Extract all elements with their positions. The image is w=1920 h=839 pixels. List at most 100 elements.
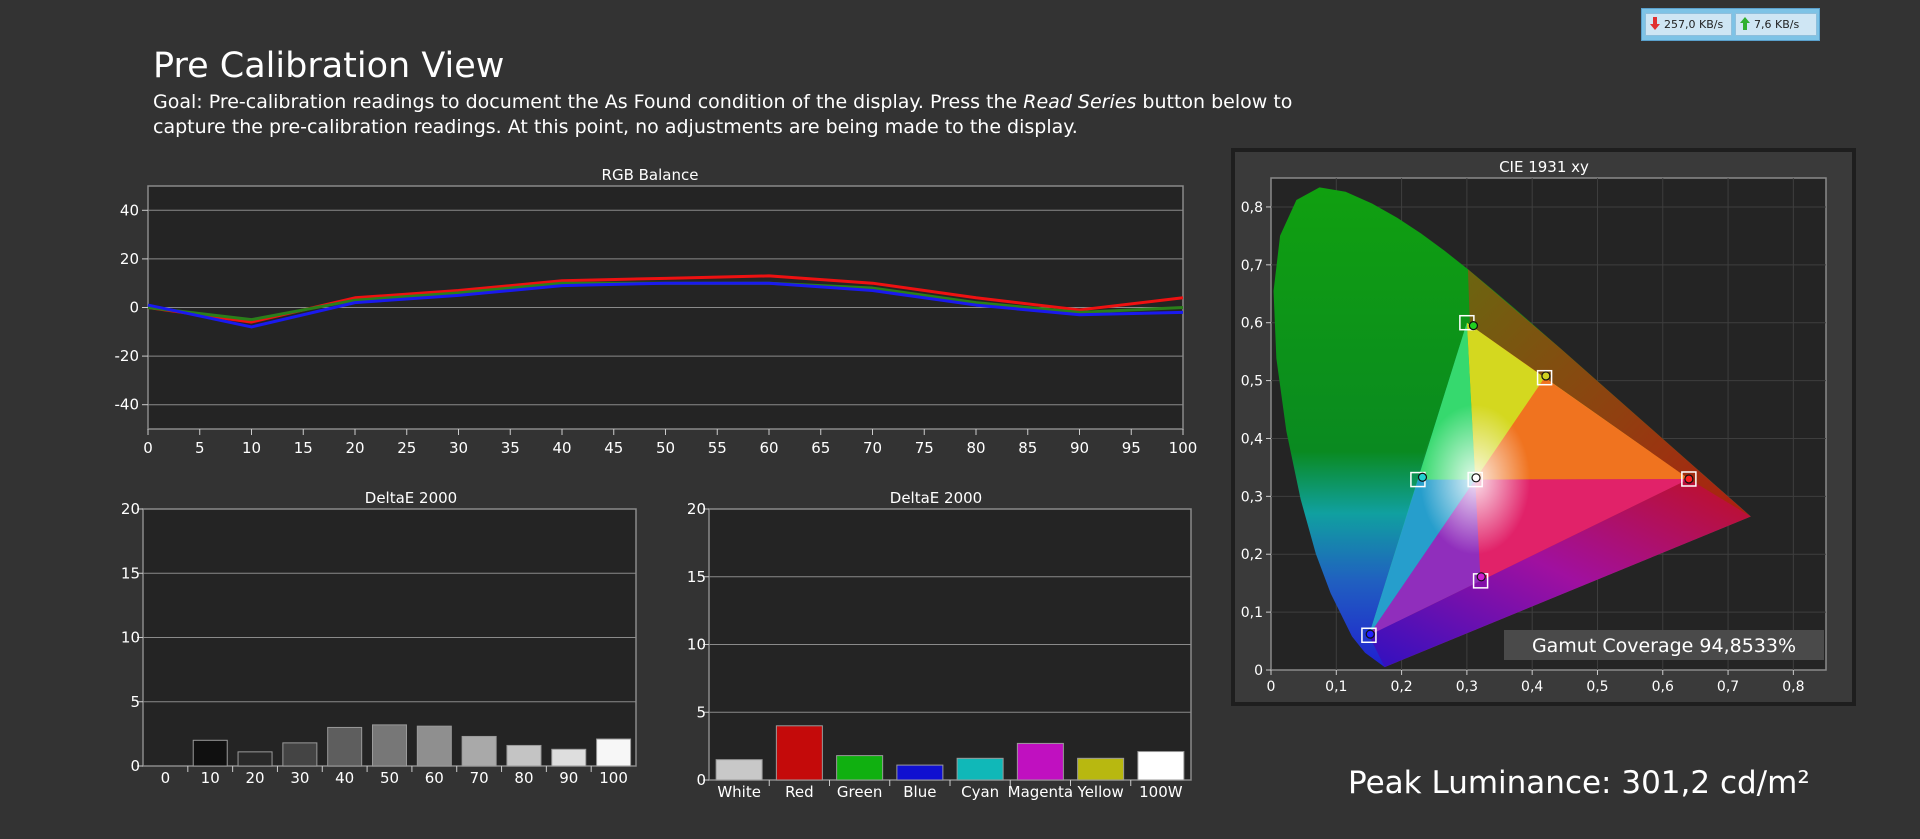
- cie-x-tick-label: 0,6: [1652, 679, 1674, 695]
- deltae-grayscale-x-tick-label: 80: [514, 769, 533, 787]
- arrow-down-icon: [1650, 17, 1660, 30]
- cie-x-tick-label: 0,3: [1456, 679, 1478, 695]
- cie-target-marker: [1681, 471, 1697, 487]
- cie-measured-point: [1684, 474, 1694, 484]
- cie-x-tick-label: 0: [1267, 679, 1276, 695]
- deltae-grayscale-x-tick-label: 40: [335, 769, 354, 787]
- rgb-x-tick-label: 95: [1122, 439, 1141, 457]
- deltae-grayscale-bar: [461, 735, 497, 767]
- rgb-x-tick-label: 15: [294, 439, 313, 457]
- deltae-colors-x-tick-label: Green: [837, 783, 882, 801]
- rgb-x-tick-label: 5: [195, 439, 205, 457]
- cie-y-tick-label: 0,7: [1241, 258, 1263, 274]
- rgb-x-tick-label: 25: [397, 439, 416, 457]
- gamut-orange-region: [1475, 377, 1689, 480]
- cie-y-tick-label: 0,5: [1241, 374, 1263, 390]
- rgb-x-tick-label: 100: [1169, 439, 1198, 457]
- deltae-grayscale-x-tick-label: 20: [245, 769, 264, 787]
- rgb-x-tick-label: 40: [552, 439, 571, 457]
- rgb-blue-line: [147, 281, 1184, 329]
- page-title: Pre Calibration View: [153, 46, 505, 86]
- deltae-grayscale-x-tick-label: 70: [470, 769, 489, 787]
- deltae-colors-x-tick-label: 100W: [1139, 783, 1183, 801]
- rgb-x-tick-label: 30: [449, 439, 468, 457]
- cie-y-tick-label: 0: [1254, 663, 1263, 679]
- cie-y-tick-label: 0,4: [1241, 431, 1263, 447]
- cie-purple-region: [1368, 478, 1751, 668]
- deltae-colors-chart: DeltaE 2000 20 15 10 5 0 White Red Green Blue Cya…: [687, 489, 1192, 801]
- cie-x-tick-label: 0,8: [1782, 679, 1804, 695]
- deltae-grayscale-bar: [506, 744, 542, 767]
- deltae-colors-y-tick-label: 15: [687, 568, 706, 586]
- cie-x-tick-label: 0,2: [1390, 679, 1412, 695]
- cie-target-marker: [1536, 369, 1553, 386]
- rgb-x-tick-label: 80: [966, 439, 985, 457]
- cie-x-tick-label: 0,4: [1521, 679, 1543, 695]
- deltae-grayscale-bar: [551, 748, 587, 767]
- deltae-colors-y-tick-label: 5: [696, 703, 706, 721]
- rgb-x-tick-label: 45: [604, 439, 623, 457]
- cie-measured-point: [1468, 321, 1479, 331]
- deltae-colors-x-tick-label: Yellow: [1077, 783, 1124, 801]
- rgb-x-tick-label: 10: [242, 439, 261, 457]
- rgb-x-tick-label: 0: [143, 439, 153, 457]
- gamut-magenta-region: [1475, 478, 1689, 581]
- deltae-grayscale-y-tick-label: 0: [130, 757, 140, 775]
- deltae-grayscale-bar: [237, 751, 273, 767]
- deltae-colors-bar: [956, 757, 1004, 781]
- deltae-grayscale-bar: [327, 726, 363, 767]
- deltae-colors-title: DeltaE 2000: [890, 489, 982, 507]
- rgb-y-tick-label: 0: [129, 299, 139, 317]
- deltae-grayscale-bar: [372, 724, 407, 767]
- deltae-colors-bar: [775, 725, 823, 781]
- cie-measured-point: [1476, 572, 1486, 582]
- cie-measured-point: [1471, 473, 1481, 483]
- rgb-x-tick-label: 70: [863, 439, 882, 457]
- network-speed-widget[interactable]: 257,0 KB/s 7,6 KB/s: [1641, 8, 1820, 41]
- deltae-colors-y-tick-label: 20: [687, 500, 706, 518]
- goal-emphasis: Read Series: [1023, 91, 1137, 113]
- deltae-grayscale-bar: [282, 742, 318, 767]
- rgb-x-tick-label: 90: [1070, 439, 1089, 457]
- cie-measured-point: [1365, 629, 1375, 639]
- deltae-colors-x-tick-label: Magenta: [1008, 783, 1073, 801]
- rgb-x-tick-label: 75: [915, 439, 934, 457]
- deltae-grayscale-y-tick-label: 20: [121, 500, 140, 518]
- deltae-grayscale-x-tick-label: 90: [559, 769, 578, 787]
- goal-prefix: Goal: Pre-calibration readings to docume…: [153, 91, 1024, 113]
- peak-luminance: Peak Luminance: 301,2 cd/m²: [1348, 765, 1810, 801]
- rgb-y-tick-label: -20: [115, 347, 140, 365]
- deltae-colors-bar: [1077, 757, 1125, 781]
- cie-measured-point: [1541, 371, 1551, 381]
- rgb-balance-chart: RGB Balance 40 20 0 -20 -40 0 5 10 15 20 25 30 35 40 4…: [115, 166, 1198, 457]
- cie-y-tick-label: 0,1: [1241, 605, 1263, 621]
- upload-speed: 7,6 KB/s: [1735, 13, 1817, 36]
- deltae-grayscale-x-tick-label: 60: [425, 769, 444, 787]
- gamut-coverage-box: [1504, 630, 1824, 660]
- download-speed: 257,0 KB/s: [1645, 13, 1732, 36]
- deltae-grayscale-bar: [192, 739, 228, 767]
- deltae-grayscale-x-tick-label: 50: [380, 769, 399, 787]
- deltae-colors-bar: [715, 759, 763, 781]
- download-speed-value: 257,0 KB/s: [1664, 18, 1724, 31]
- cie-target-marker: [1467, 471, 1483, 488]
- cie-y-tick-label: 0,6: [1241, 316, 1263, 332]
- cie-y-tick-label: 0,8: [1241, 200, 1263, 216]
- goal-suffix: button below to capture the pre-calibrat…: [153, 91, 1293, 138]
- rgb-y-tick-label: -40: [115, 396, 140, 414]
- rgb-y-tick-label: 40: [120, 201, 139, 219]
- deltae-grayscale-x-tick-label: 10: [201, 769, 220, 787]
- rgb-x-tick-label: 50: [656, 439, 675, 457]
- cie-y-tick-label: 0,2: [1241, 547, 1263, 563]
- cie-x-tick-label: 0,5: [1586, 679, 1608, 695]
- arrow-up-icon: [1740, 17, 1750, 30]
- deltae-colors-x-tick-label: White: [717, 783, 761, 801]
- cie-target-marker: [1361, 627, 1377, 644]
- deltae-colors-bar: [836, 755, 884, 781]
- deltae-colors-bar: [1137, 751, 1185, 781]
- deltae-colors-x-tick-label: Cyan: [961, 783, 999, 801]
- deltae-colors-y-tick-label: 0: [696, 771, 706, 789]
- deltae-colors-x-tick-label: Red: [785, 783, 814, 801]
- rgb-x-tick-label: 20: [345, 439, 364, 457]
- deltae-grayscale-y-tick-label: 10: [121, 629, 140, 647]
